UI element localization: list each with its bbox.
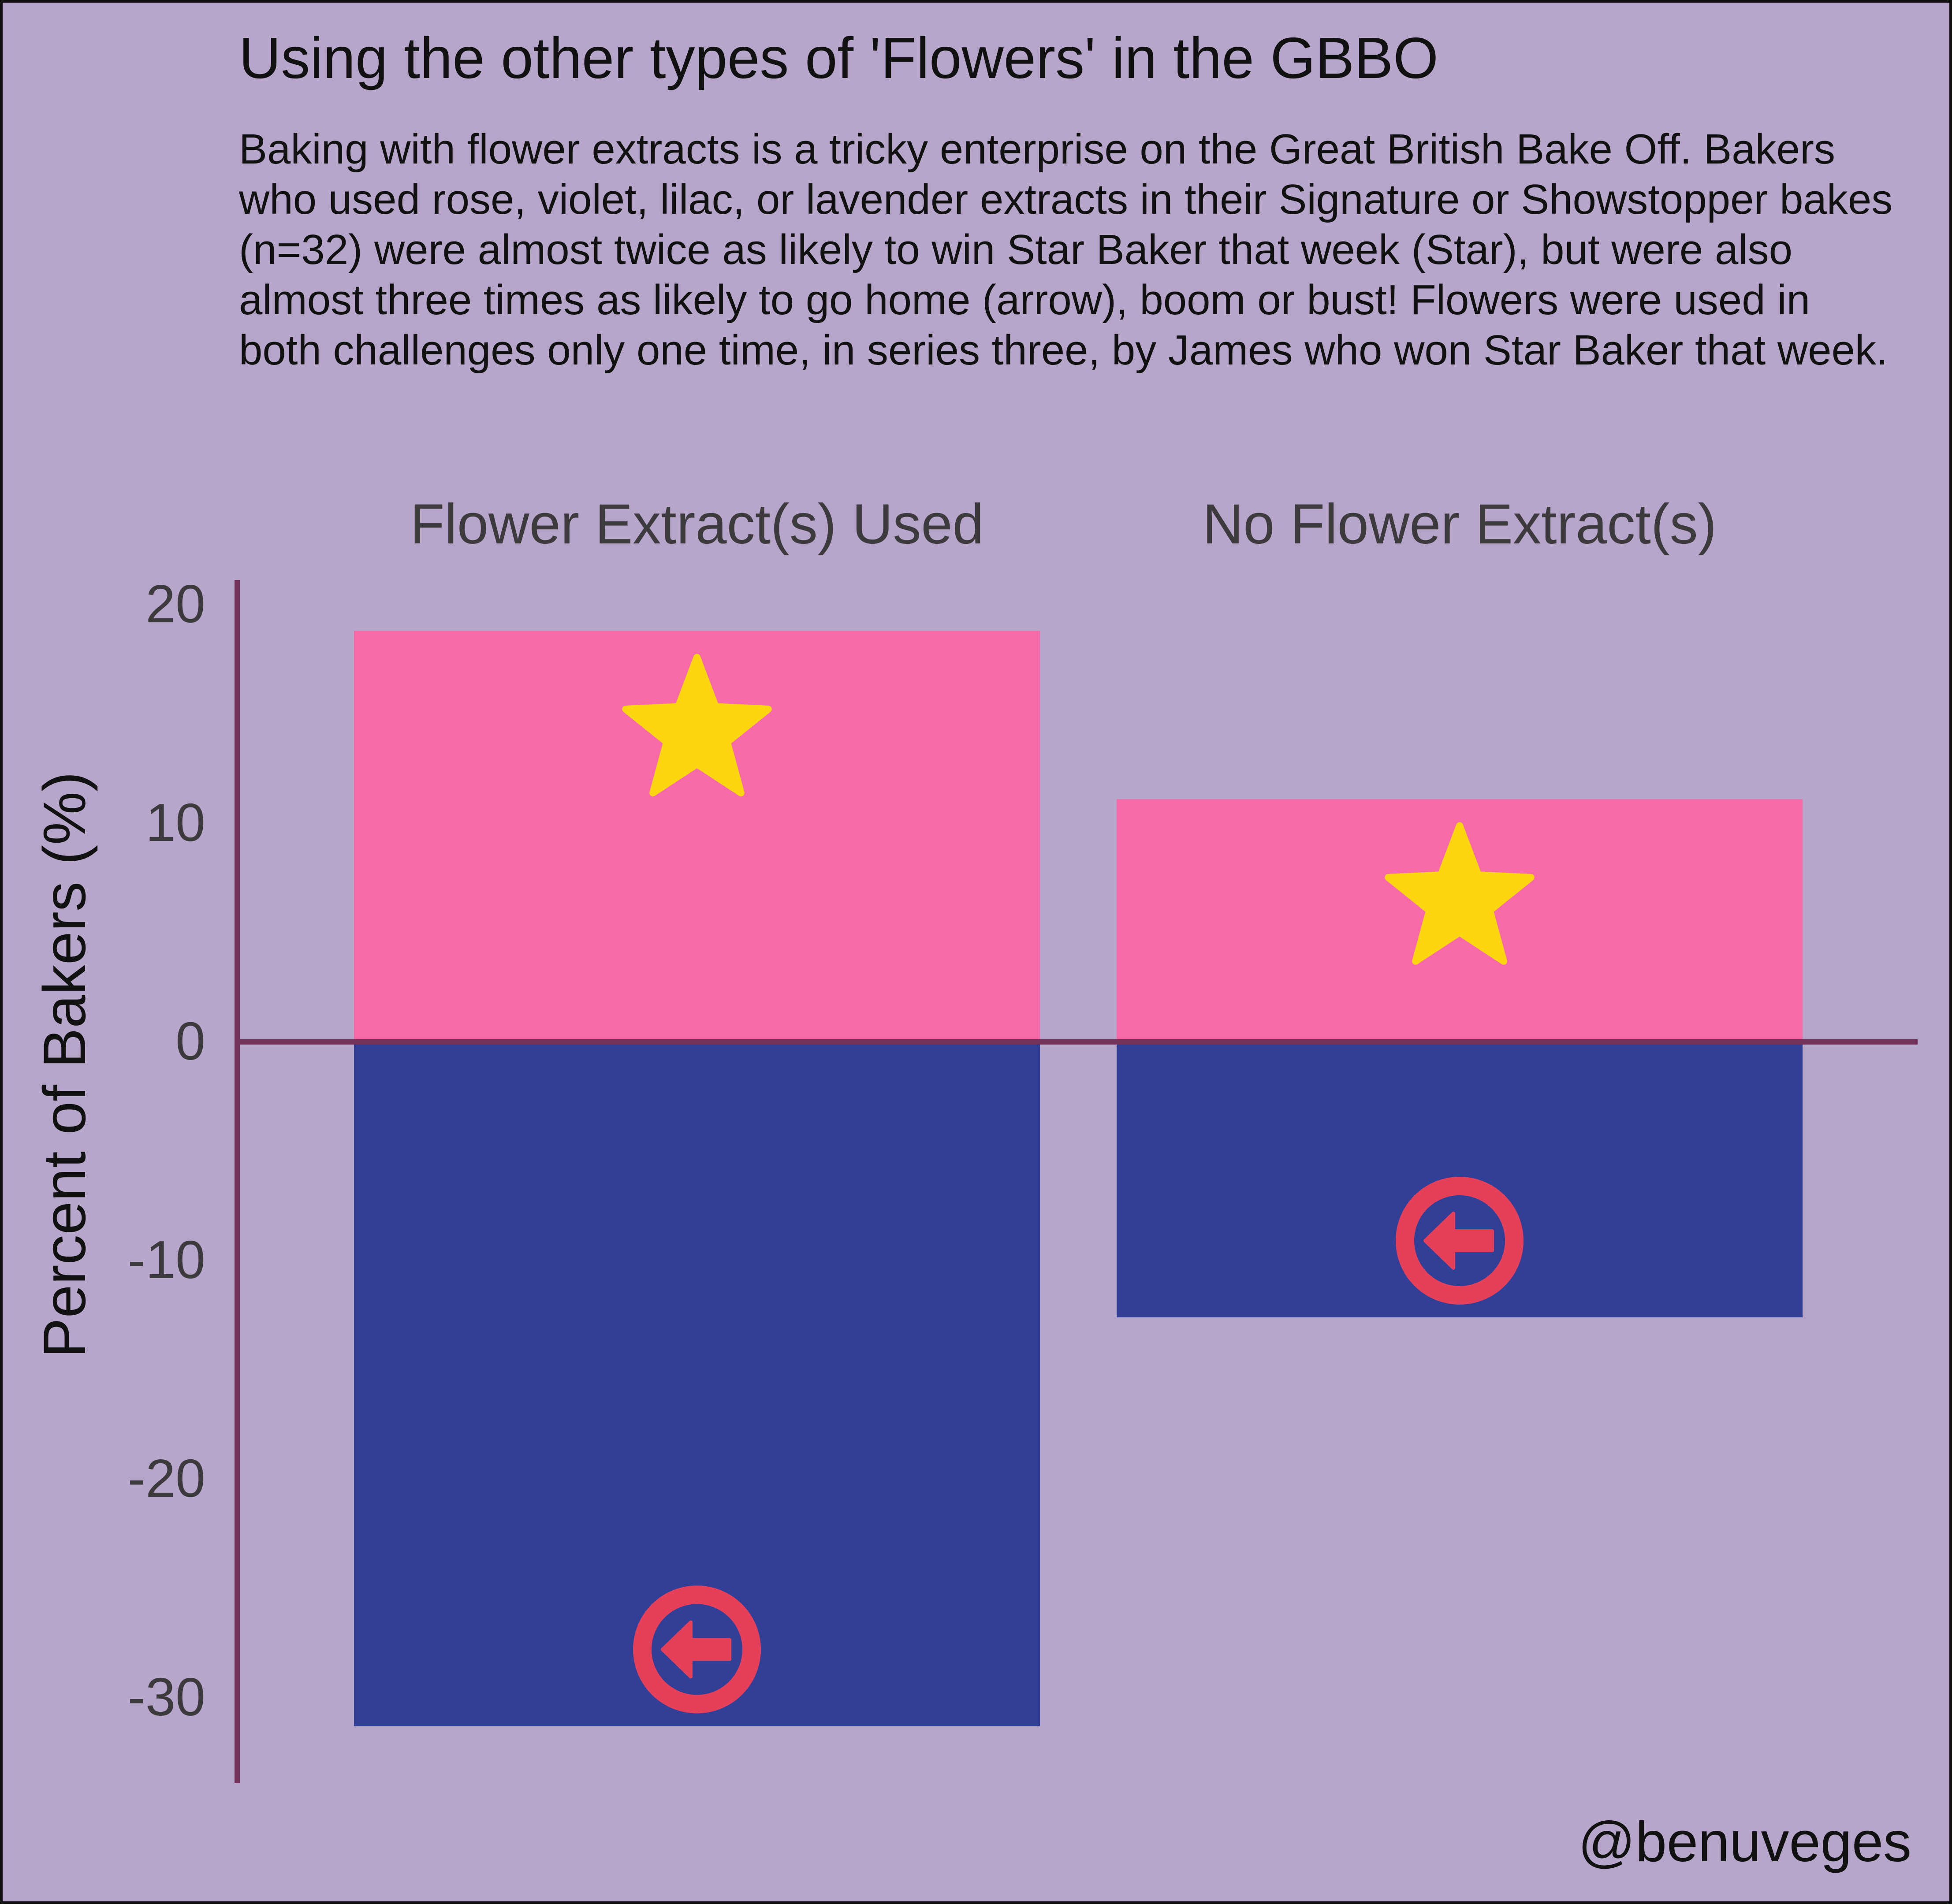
star-icon xyxy=(622,654,772,797)
chart-title: Using the other types of 'Flowers' in th… xyxy=(239,26,1438,90)
panel-label-no-flower-extract: No Flower Extract(s) xyxy=(1202,493,1717,556)
panel-label-flower-extract-used: Flower Extract(s) Used xyxy=(410,493,984,556)
arrow-left-circle-icon xyxy=(1396,1176,1524,1305)
y-tick-label: 20 xyxy=(145,574,205,634)
chart-subtitle: Baking with flower extracts is a tricky … xyxy=(239,126,1893,374)
y-tick-label: 0 xyxy=(175,1011,205,1071)
went-home-bar-1 xyxy=(354,1042,1040,1726)
star-icon xyxy=(1385,822,1535,965)
y-tick-label: 10 xyxy=(145,792,205,852)
y-tick-label: -20 xyxy=(128,1448,205,1508)
y-tick-label: -10 xyxy=(128,1230,205,1290)
y-tick-label: -30 xyxy=(128,1667,205,1727)
author-credit: @benuveges xyxy=(1578,1811,1911,1874)
arrow-left-circle-icon xyxy=(633,1585,761,1714)
plot-area: -30 -20 -10 0 10 20 xyxy=(128,574,1918,1783)
